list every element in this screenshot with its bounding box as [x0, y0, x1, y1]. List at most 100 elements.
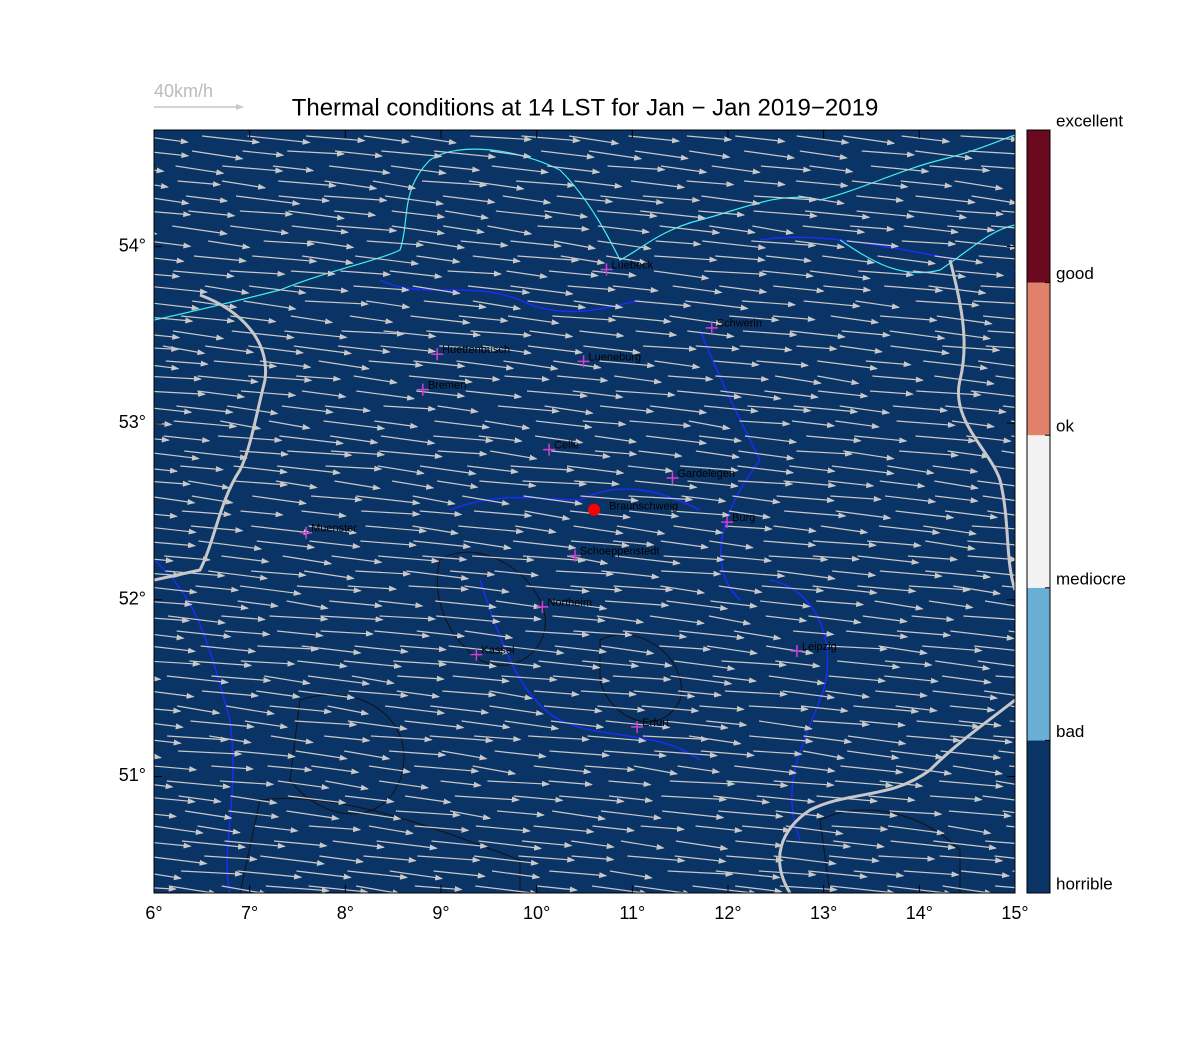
wind-arrow	[330, 450, 386, 458]
wind-arrow	[154, 241, 192, 249]
wind-arrow	[752, 225, 795, 235]
city-marker	[568, 549, 581, 562]
wind-arrow	[677, 690, 723, 698]
wind-arrow	[687, 480, 739, 489]
wind-arrow	[181, 510, 232, 518]
city-marker	[300, 526, 313, 539]
wind-arrow	[688, 735, 742, 746]
wind-arrow	[667, 870, 734, 877]
wind-arrow	[677, 765, 721, 775]
wind-arrow	[601, 570, 660, 580]
wind-arrow	[463, 540, 512, 551]
wind-arrow	[580, 495, 639, 504]
wind-arrow	[572, 390, 624, 400]
wind-arrow	[154, 572, 182, 579]
wind-arrow	[582, 420, 627, 427]
wind-arrow	[467, 465, 519, 475]
wind-arrow	[180, 315, 236, 324]
wind-arrow	[172, 225, 228, 236]
wind-arrow	[460, 240, 509, 248]
wind-arrow	[753, 195, 818, 203]
wind-arrow	[571, 855, 615, 863]
wind-arrow	[230, 795, 278, 806]
wind-arrow	[378, 600, 424, 609]
colorbar-segment	[1027, 435, 1050, 588]
wind-arrow	[843, 450, 895, 461]
wind-arrow	[858, 270, 915, 278]
wind-arrow	[445, 210, 490, 220]
wind-arrow	[971, 195, 1015, 206]
wind-arrow	[484, 420, 531, 431]
wind-arrow	[761, 585, 825, 594]
wind-arrow	[521, 840, 573, 849]
colorbar-label: mediocre	[1056, 569, 1126, 588]
wind-arrow	[827, 480, 875, 489]
wind-arrow	[908, 210, 968, 220]
wind-arrow	[167, 735, 229, 743]
wind-arrow	[154, 452, 200, 461]
wind-arrow	[487, 225, 533, 236]
wind-arrow	[296, 870, 352, 880]
wind-arrow	[550, 720, 605, 730]
wind-arrow	[356, 390, 416, 401]
wind-arrow	[185, 600, 249, 611]
wind-arrow	[442, 195, 496, 205]
wind-arrow	[666, 600, 729, 611]
wind-arrow	[154, 375, 203, 382]
wind-arrow	[154, 601, 193, 608]
wind-arrow	[765, 255, 812, 264]
wind-arrow	[669, 315, 724, 326]
wind-arrow	[437, 450, 488, 457]
wind-arrow	[416, 390, 466, 399]
wind-arrow	[363, 135, 410, 144]
wind-arrow	[692, 885, 758, 893]
wind-arrow	[356, 495, 421, 506]
wind-arrow	[154, 557, 174, 564]
wind-arrow	[835, 810, 898, 819]
wind-arrow	[551, 450, 611, 460]
wind-arrow	[775, 660, 821, 669]
wind-arrow	[995, 375, 1015, 380]
wind-arrow	[884, 660, 933, 668]
wind-arrow	[735, 885, 783, 893]
wind-arrow	[474, 735, 522, 743]
colorbar-frame	[1026, 129, 1051, 894]
wind-arrow	[812, 540, 877, 548]
wind-arrow	[934, 480, 979, 491]
wind-arrow	[554, 645, 608, 655]
wind-arrow	[413, 540, 472, 550]
wind-arrow	[298, 690, 356, 700]
wind-arrow	[211, 675, 272, 684]
wind-arrow	[518, 855, 576, 863]
wind-arrow	[162, 345, 206, 356]
wind-arrow	[635, 330, 678, 338]
wind-arrow	[224, 840, 286, 849]
wind-arrow	[209, 735, 252, 745]
wind-arrow	[879, 480, 926, 489]
wind-arrow	[226, 705, 275, 716]
wind-arrow	[176, 705, 221, 716]
wind-arrow	[887, 465, 935, 476]
wind-arrow	[826, 645, 888, 652]
wind-arrow	[184, 450, 248, 461]
wind-arrow	[410, 315, 471, 326]
wind-arrow	[237, 870, 303, 880]
wind-arrow	[475, 825, 531, 834]
wind-arrow	[597, 225, 650, 235]
wind-arrow	[154, 467, 179, 474]
wind-arrow	[628, 660, 673, 668]
wind-arrow	[154, 257, 185, 264]
wind-arrow	[479, 480, 537, 489]
wind-arrow	[495, 210, 553, 220]
wind-arrow	[374, 630, 431, 639]
wind-arrow	[773, 285, 825, 294]
wind-arrow	[934, 255, 984, 265]
wind-arrow	[414, 825, 470, 833]
wind-arrow	[947, 825, 992, 836]
wind-arrow	[487, 780, 550, 787]
wind-arrow	[862, 615, 908, 624]
wind-arrow	[502, 195, 552, 205]
wind-arrow	[374, 420, 419, 429]
wind-arrow	[257, 645, 320, 652]
wind-arrow	[628, 135, 680, 144]
